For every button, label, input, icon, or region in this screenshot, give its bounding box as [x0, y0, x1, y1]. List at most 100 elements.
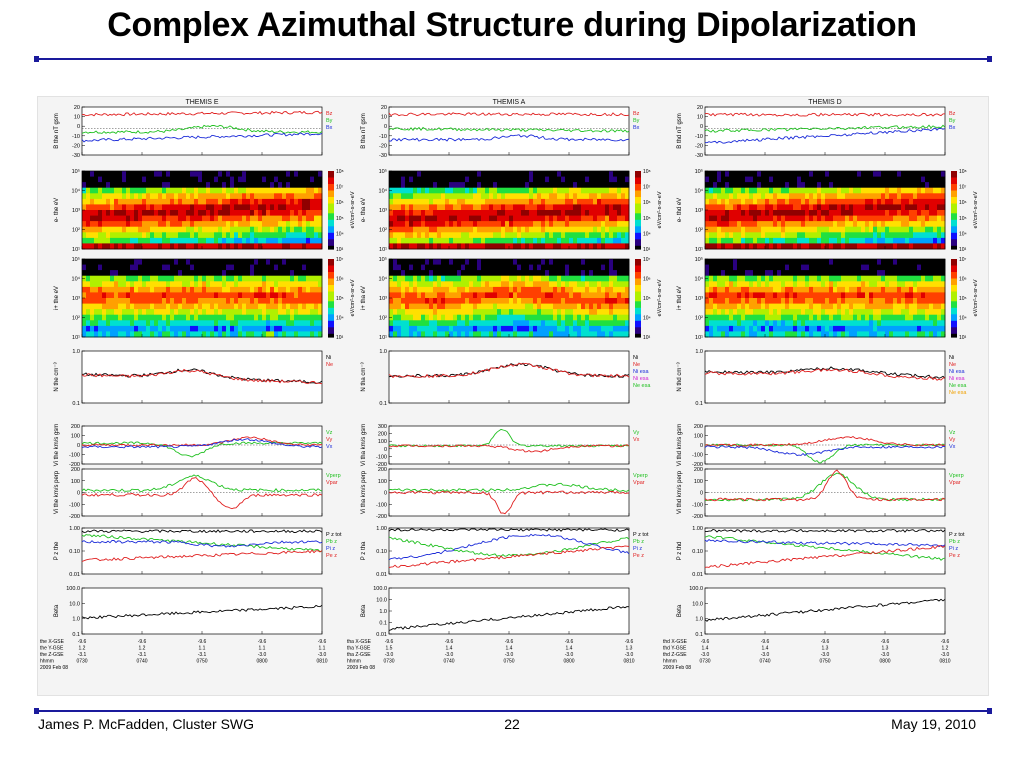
spectrogram-cell [513, 314, 518, 321]
spectrogram-cell [773, 176, 778, 183]
spectrogram-cell [126, 210, 131, 216]
spectrogram-cell [733, 292, 738, 299]
spectrogram-cell [238, 187, 243, 194]
spectrogram-cell [877, 210, 882, 216]
spectrogram-cell [917, 193, 922, 200]
spectrogram-cell [621, 176, 626, 183]
spectrogram-cell [833, 198, 838, 205]
spectrogram-cell [581, 176, 586, 183]
spectrogram-cell [589, 221, 594, 228]
spectrogram-cell [521, 232, 526, 239]
spectrogram-cell [593, 303, 598, 310]
spectrogram-cell [873, 187, 878, 194]
spectrogram-cell [461, 187, 466, 194]
colorbar-segment [635, 245, 641, 250]
spectrogram-cell [413, 298, 418, 304]
spectrogram-cell [457, 171, 462, 177]
spectrogram-cell [857, 226, 862, 233]
spectrogram-cell [941, 243, 946, 250]
spectrogram-cell [457, 210, 462, 216]
spectrogram-cell [557, 193, 562, 200]
spectrogram-cell [521, 198, 526, 205]
spectrogram-cell [170, 309, 175, 316]
spectrogram-cell [457, 264, 462, 271]
panel-trace-p-1 [388, 536, 630, 557]
spectrogram-cell [409, 259, 414, 265]
spectrogram-cell [489, 193, 494, 200]
spectrogram-cell [457, 309, 462, 316]
spectrogram-cell [210, 187, 215, 194]
spectrogram-cell [298, 187, 303, 194]
spectrogram-cell [713, 264, 718, 271]
spectrogram-cell [182, 281, 187, 288]
colorbar-segment [328, 180, 334, 185]
spectrogram-cell [154, 198, 159, 205]
spectrogram-cell [170, 210, 175, 216]
spectrogram-cell [405, 187, 410, 194]
spectrogram-cell [845, 215, 850, 222]
spectrogram-cell [505, 243, 510, 250]
spectrogram-cell [597, 309, 602, 316]
spectrogram-cell [286, 325, 291, 332]
spectrogram-cell [142, 215, 147, 222]
spectrogram-cell [497, 309, 502, 316]
spectrogram-cell [294, 320, 299, 327]
spectrogram-cell [613, 331, 618, 338]
spectrogram-cell [457, 193, 462, 200]
spectrogram-cell [777, 187, 782, 194]
spectrogram-cell [413, 204, 418, 211]
spectrogram-cell [146, 210, 151, 216]
spectrogram-cell [250, 309, 255, 316]
spectrogram-cell [166, 237, 171, 244]
spectrogram-cell [593, 204, 598, 211]
spectrogram-cell [226, 270, 231, 277]
spectrogram-cell [441, 221, 446, 228]
spectrogram-cell [465, 309, 470, 316]
spectrogram-cell [102, 176, 107, 183]
panel-trace-b-2 [81, 132, 323, 143]
spectrogram-cell [86, 226, 91, 233]
spectrogram-cell [721, 303, 726, 310]
spectrogram-cell [246, 226, 251, 233]
spectrogram-cell [841, 193, 846, 200]
spectrogram-cell [417, 298, 422, 304]
spectrogram-cell [449, 281, 454, 288]
spectrogram-cell [609, 314, 614, 321]
spectrogram-cell [817, 171, 822, 177]
spectrogram-cell [541, 270, 546, 277]
spectrogram-cell [142, 176, 147, 183]
spectrogram-cell [569, 204, 574, 211]
spectrogram-cell [254, 198, 259, 205]
spectrogram-cell [545, 221, 550, 228]
spectrogram-cell [477, 298, 482, 304]
spectrogram-cell [222, 215, 227, 222]
spectrogram-cell [166, 303, 171, 310]
spectrogram-cell [298, 320, 303, 327]
spectrogram-cell [605, 286, 610, 293]
spectrogram-cell [477, 187, 482, 194]
spectrogram-cell [274, 176, 279, 183]
spectrogram-cell [849, 210, 854, 216]
spectrogram-cell [581, 270, 586, 277]
spectrogram-cell [94, 210, 99, 216]
spectrogram-cell [166, 193, 171, 200]
spectrogram-cell [262, 226, 267, 233]
spectrogram-cell [769, 193, 774, 200]
spectrogram-cell [230, 325, 235, 332]
spectrogram-cell [729, 237, 734, 244]
spectrogram-cell [757, 275, 762, 282]
spectrogram-cell [933, 171, 938, 177]
spectrogram-cell [461, 221, 466, 228]
spectrogram-cell [134, 237, 139, 244]
spectrogram-cell [405, 281, 410, 288]
spectrogram-cell [505, 331, 510, 338]
spectrogram-cell [401, 286, 406, 293]
spectrogram-cell [913, 210, 918, 216]
spectrogram-cell [469, 275, 474, 282]
spectrogram-cell [453, 331, 458, 338]
spectrogram-cell [234, 226, 239, 233]
spectrogram-cell [86, 286, 91, 293]
spectrogram-cell [477, 226, 482, 233]
